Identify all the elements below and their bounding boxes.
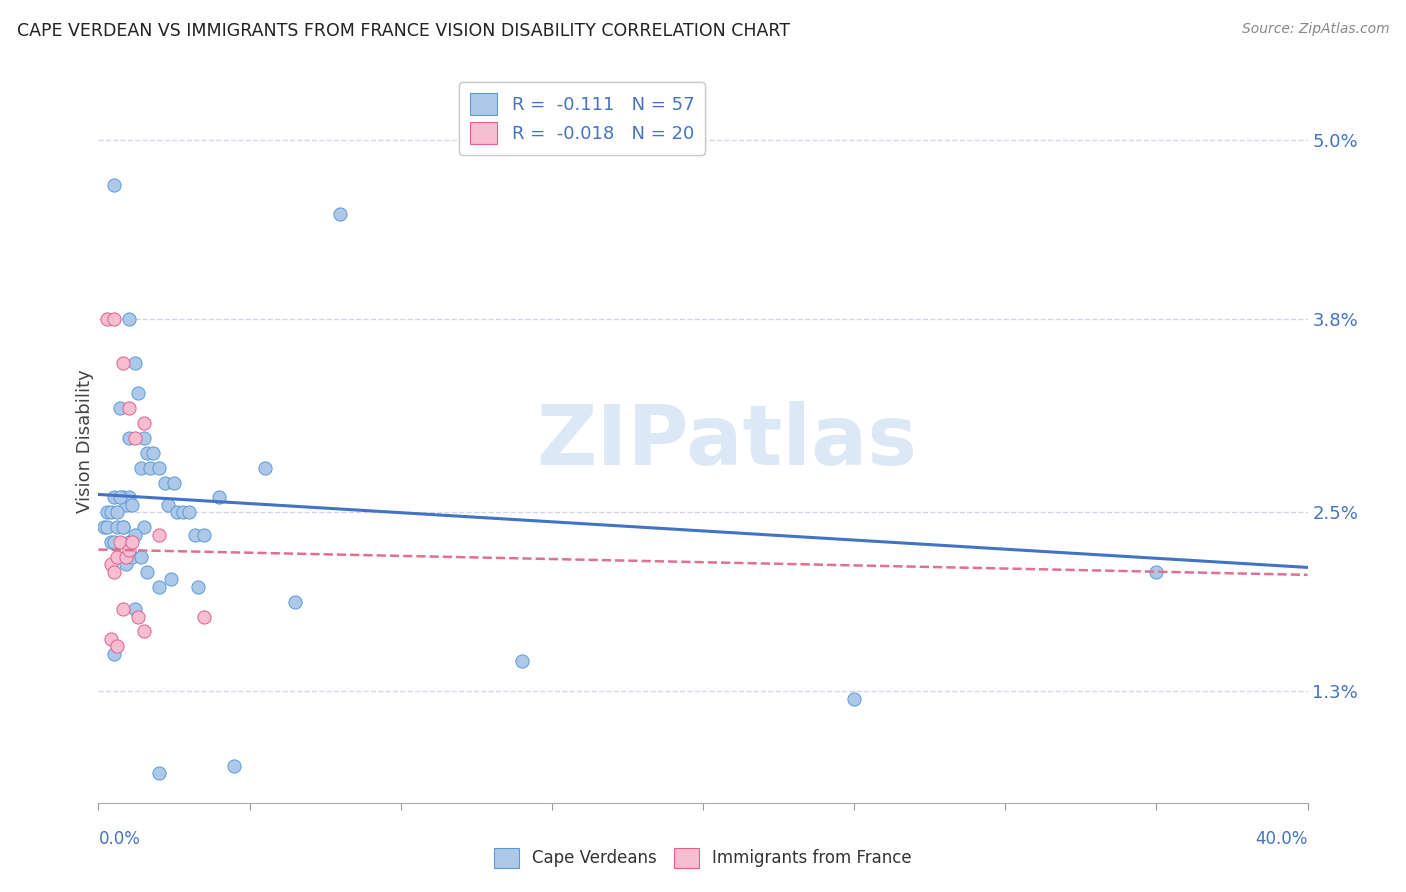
Point: [103, 647, 125, 661]
Text: CAPE VERDEAN VS IMMIGRANTS FROM FRANCE VISION DISABILITY CORRELATION CHART: CAPE VERDEAN VS IMMIGRANTS FROM FRANCE V…: [17, 22, 790, 40]
Point: [103, 311, 125, 326]
Point: [139, 460, 162, 475]
Text: Source: ZipAtlas.com: Source: ZipAtlas.com: [1241, 22, 1389, 37]
Point: [103, 535, 125, 549]
Point: [121, 498, 143, 512]
Point: [179, 505, 201, 519]
Point: [163, 475, 186, 490]
Point: [208, 491, 231, 505]
Legend: R =  -0.111   N = 57, R =  -0.018   N = 20: R = -0.111 N = 57, R = -0.018 N = 20: [460, 82, 704, 155]
Point: [114, 558, 136, 572]
Point: [124, 431, 146, 445]
Point: [118, 535, 141, 549]
Point: [124, 356, 146, 370]
Point: [160, 572, 183, 586]
Point: [108, 535, 131, 549]
Point: [193, 609, 215, 624]
Point: [111, 520, 134, 534]
Point: [111, 520, 134, 534]
Point: [224, 758, 246, 772]
Point: [172, 505, 194, 519]
Point: [132, 520, 155, 534]
Point: [844, 691, 866, 706]
Point: [100, 535, 122, 549]
Point: [93, 520, 115, 534]
Point: [166, 505, 188, 519]
Point: [148, 766, 170, 780]
Point: [108, 401, 131, 415]
Point: [121, 549, 143, 564]
Point: [111, 356, 134, 370]
Point: [100, 632, 122, 646]
Point: [127, 386, 149, 401]
Point: [132, 431, 155, 445]
Point: [284, 595, 307, 609]
Point: [118, 431, 141, 445]
Point: [114, 498, 136, 512]
Y-axis label: Vision Disability: Vision Disability: [76, 369, 94, 514]
Point: [100, 505, 122, 519]
Point: [103, 491, 125, 505]
Legend: Cape Verdeans, Immigrants from France: Cape Verdeans, Immigrants from France: [488, 841, 918, 875]
Point: [1146, 565, 1168, 579]
Point: [105, 505, 128, 519]
Point: [108, 491, 131, 505]
Point: [329, 207, 352, 221]
Point: [111, 491, 134, 505]
Text: 0.0%: 0.0%: [98, 830, 141, 847]
Point: [135, 446, 157, 460]
Point: [132, 416, 155, 430]
Point: [142, 446, 165, 460]
Point: [132, 624, 155, 639]
Point: [148, 527, 170, 541]
Point: [118, 311, 141, 326]
Point: [148, 460, 170, 475]
Point: [103, 565, 125, 579]
Point: [114, 549, 136, 564]
Text: ZIPatlas: ZIPatlas: [537, 401, 918, 482]
Point: [105, 640, 128, 654]
Point: [187, 580, 209, 594]
Point: [96, 520, 118, 534]
Point: [124, 602, 146, 616]
Point: [118, 542, 141, 557]
Point: [184, 527, 207, 541]
Point: [111, 602, 134, 616]
Point: [156, 498, 179, 512]
Point: [135, 565, 157, 579]
Point: [148, 580, 170, 594]
Point: [129, 460, 152, 475]
Point: [118, 401, 141, 415]
Point: [96, 505, 118, 519]
Point: [127, 609, 149, 624]
Point: [153, 475, 176, 490]
Point: [100, 558, 122, 572]
Point: [124, 527, 146, 541]
Point: [121, 535, 143, 549]
Point: [103, 178, 125, 192]
Point: [510, 654, 533, 668]
Point: [253, 460, 276, 475]
Point: [193, 527, 215, 541]
Point: [96, 311, 118, 326]
Point: [105, 549, 128, 564]
Text: 40.0%: 40.0%: [1256, 830, 1308, 847]
Point: [105, 520, 128, 534]
Point: [129, 549, 152, 564]
Point: [118, 491, 141, 505]
